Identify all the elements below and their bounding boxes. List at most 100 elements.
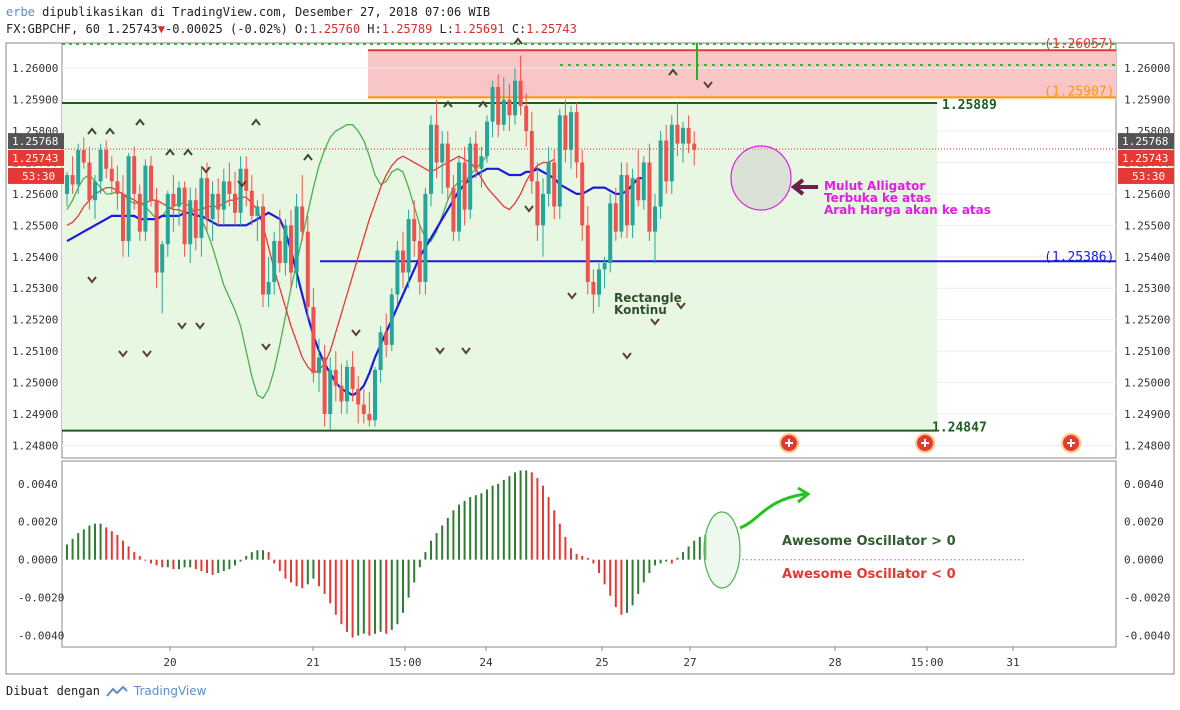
ao-tick-label-left: 0.0000 <box>18 554 58 567</box>
ao-bar <box>670 559 673 564</box>
ao-bar <box>514 472 516 560</box>
arrow-head-icon <box>797 486 811 504</box>
candle-body <box>121 193 125 242</box>
ao-bar <box>94 523 96 560</box>
chart-header: erbe dipublikasikan di TradingView.com, … <box>6 4 577 38</box>
candle-body <box>199 178 204 238</box>
candle-body <box>569 112 573 150</box>
candle-body <box>137 193 142 232</box>
ao-bar <box>144 559 147 561</box>
price-tick-label-left: 1.26000 <box>12 62 58 75</box>
candle-body <box>126 156 131 242</box>
ao-bar <box>150 559 152 564</box>
candle-body <box>311 307 316 374</box>
candle-body <box>625 175 629 226</box>
price-tag <box>8 167 64 184</box>
price-tag-label: 1.25768 <box>12 135 58 148</box>
candle-body <box>546 162 551 194</box>
candle-body <box>76 149 81 185</box>
plus-glyph <box>1067 439 1075 447</box>
candle-body <box>608 203 613 264</box>
candle-body <box>261 206 265 295</box>
candle-body <box>675 124 680 144</box>
ma-red-line <box>66 155 555 374</box>
candle-body <box>294 206 299 273</box>
ao-tick-label-right: 0.0000 <box>1124 554 1164 567</box>
level-label: (1.26057) <box>1044 37 1114 52</box>
ao-bar <box>390 559 393 630</box>
ao-negative-label: Awesome Oscillator < 0 <box>782 567 956 582</box>
price-tag <box>1118 133 1174 150</box>
candle-body <box>289 225 293 273</box>
ao-bar <box>172 559 175 570</box>
plus-glyph <box>785 439 793 447</box>
rectangle-annotation: Kontinu <box>614 303 667 317</box>
author-name[interactable]: erbe <box>6 5 35 19</box>
candle-body <box>149 165 153 201</box>
price-tick-label-right: 1.25000 <box>1124 377 1170 390</box>
ao-bar <box>598 559 600 573</box>
ao-bar <box>374 559 376 634</box>
candle-body <box>524 105 529 132</box>
ao-bar <box>239 559 242 562</box>
ao-bar <box>676 557 679 560</box>
price-tick-label-left: 1.25200 <box>12 314 58 327</box>
candle-body <box>597 269 601 295</box>
brand-label[interactable]: TradingView <box>133 684 207 698</box>
fractal-down-icon <box>261 343 271 351</box>
price-tick-label-left: 1.25300 <box>12 282 58 295</box>
fractal-up-icon <box>183 148 193 156</box>
ao-bar <box>530 472 533 560</box>
candle-body <box>580 162 585 226</box>
price-tick-label-left: 1.25000 <box>12 377 58 390</box>
price-tag-label: 1.25743 <box>12 152 58 165</box>
ao-bar <box>620 559 623 615</box>
candle-body <box>339 385 344 402</box>
ohlc-line: FX:GBPCHF, 60 1.25743▼-0.00025 (-0.02%) … <box>6 22 577 36</box>
ao-bar <box>183 559 186 568</box>
symbol-label[interactable]: FX:GBPCHF, 60 <box>6 22 100 36</box>
ao-bar <box>463 500 466 560</box>
candle-body <box>221 181 226 210</box>
candle-body <box>227 181 232 194</box>
fractal-up-icon <box>513 37 523 45</box>
price-tick-label-left: 1.25100 <box>12 345 58 358</box>
low-value: 1.25691 <box>454 22 505 36</box>
ao-bar <box>592 559 595 564</box>
ao-bar <box>351 559 354 638</box>
ao-bar <box>340 559 343 625</box>
price-tick-label-right: 1.25900 <box>1124 94 1170 107</box>
candle-body <box>518 80 523 106</box>
ao-bar <box>547 497 550 560</box>
ao-bar <box>357 559 360 636</box>
grid <box>62 67 1116 446</box>
candle-body <box>244 168 249 191</box>
ao-bar <box>693 540 696 560</box>
fractal-down-icon <box>195 322 205 330</box>
ao-bar <box>654 559 656 566</box>
ao-bar <box>200 559 203 572</box>
plus-glyph <box>921 439 929 447</box>
ao-bar <box>222 559 225 572</box>
fractal-down-icon <box>87 276 97 284</box>
ao-bar <box>642 559 645 583</box>
ao-bar <box>508 476 511 560</box>
candle-body <box>367 413 372 421</box>
candle-body <box>300 206 305 232</box>
time-tick-label: 27 <box>683 656 696 669</box>
candle-body <box>664 140 669 182</box>
fractal-up-icon <box>668 68 678 76</box>
ao-bar <box>564 536 567 560</box>
price-tick-label-left: 1.24800 <box>12 439 58 452</box>
ao-bar <box>648 559 651 573</box>
price-tick-label-left: 1.25400 <box>12 251 58 264</box>
ao-bar <box>312 559 315 579</box>
candle-body <box>350 366 355 389</box>
candles <box>65 55 697 430</box>
candle-body <box>345 366 349 402</box>
candle-body <box>378 332 383 370</box>
ao-bar <box>418 559 421 568</box>
ao-bar <box>519 470 522 560</box>
